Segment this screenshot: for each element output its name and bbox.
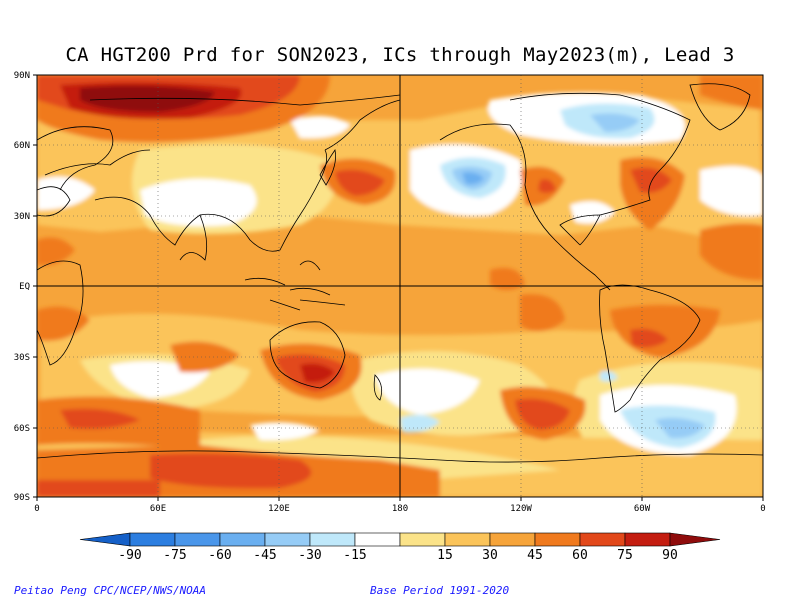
colorbar-tick-label: -75 xyxy=(163,548,186,563)
lat-label: 30S xyxy=(14,353,30,363)
colorbar-tick-label: -90 xyxy=(118,548,141,563)
colorbar-swatch xyxy=(399,532,446,547)
coastlines xyxy=(37,83,763,463)
lat-label: 90N xyxy=(14,71,30,81)
colorbar-tick-label: -60 xyxy=(208,548,231,563)
colorbar-tick-label: -30 xyxy=(298,548,321,563)
lat-label: 90S xyxy=(14,493,30,503)
colorbar-tick-label: 45 xyxy=(527,548,543,563)
lat-label: EQ xyxy=(19,282,30,292)
colorbar-swatch xyxy=(174,532,221,547)
lon-label: 120W xyxy=(510,504,532,514)
axis-lines xyxy=(37,75,763,497)
tick-marks xyxy=(33,74,764,501)
lon-label: 180 xyxy=(392,504,408,514)
lat-labels: 90N 60N 30N EQ 30S 60S 90S xyxy=(14,71,30,503)
lon-label: 60W xyxy=(634,504,651,514)
lat-label: 60S xyxy=(14,424,30,434)
colorbar-tick-label: -45 xyxy=(253,548,276,563)
colorbar-tick-label: 75 xyxy=(617,548,633,563)
colorbar-tick-label: 90 xyxy=(662,548,678,563)
colorbar-swatch xyxy=(444,532,491,547)
colorbar-tick-label: 60 xyxy=(572,548,588,563)
colorbar-swatch xyxy=(309,532,356,547)
lon-label: 120E xyxy=(268,504,290,514)
credit-base-period: Base Period 1991-2020 xyxy=(370,584,510,597)
colorbar-swatch xyxy=(354,532,401,547)
lon-label: 0 xyxy=(760,504,765,514)
colorbar-swatch xyxy=(579,532,626,547)
colorbar-swatch xyxy=(489,532,536,547)
colorbar-swatch xyxy=(534,532,581,547)
colorbar-tick-label: 15 xyxy=(437,548,453,563)
colorbar-swatch xyxy=(264,532,311,547)
lat-label: 60N xyxy=(14,141,30,151)
colorbar-tick-label: 30 xyxy=(482,548,498,563)
colorbar-arrow-low xyxy=(79,532,131,547)
lat-label: 30N xyxy=(14,212,30,222)
colorbar xyxy=(79,532,721,547)
colorbar-swatch xyxy=(219,532,266,547)
lon-label: 0 xyxy=(34,504,39,514)
lat-lon-grid xyxy=(37,75,763,497)
lon-labels: 0 60E 120E 180 120W 60W 0 xyxy=(34,504,765,514)
colorbar-labels: -90 -75 -60 -45 -30 -15 15 30 45 60 75 90 xyxy=(118,548,678,563)
lon-label: 60E xyxy=(150,504,166,514)
colorbar-tick-label: -15 xyxy=(343,548,366,563)
credit-author: Peitao Peng CPC/NCEP/NWS/NOAA xyxy=(14,584,207,597)
colorbar-arrow-high xyxy=(669,532,721,547)
map-title: CA HGT200 Prd for SON2023, ICs through M… xyxy=(65,44,735,66)
colorbar-swatch xyxy=(624,532,671,547)
colorbar-swatch xyxy=(129,532,176,547)
